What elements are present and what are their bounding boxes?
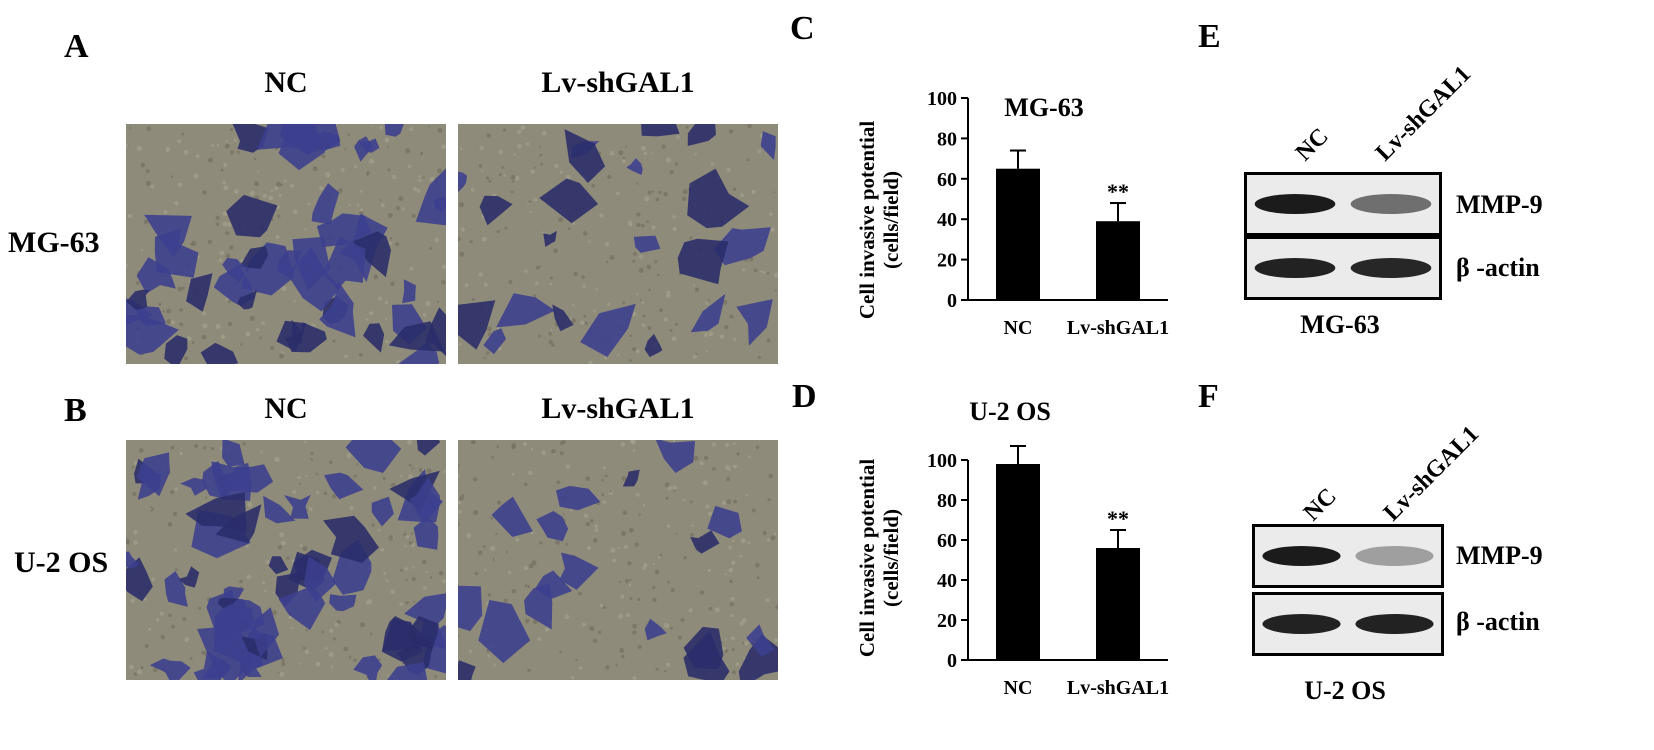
panel-label-d: D	[792, 378, 817, 415]
micrograph-row-label-mg63: MG-63	[8, 226, 100, 259]
y-tick-label: 20	[937, 250, 957, 272]
bar-chart-c: Cell invasive potential (cells/field) MG…	[855, 88, 1169, 339]
panel-label-e: E	[1198, 18, 1221, 55]
y-tick-label: 20	[937, 610, 957, 632]
y-tick-label: 0	[947, 650, 957, 672]
blot-f-actin-band	[1252, 592, 1444, 656]
panel-label-c: C	[790, 10, 815, 47]
micrograph-col-label-shgal1-2: Lv-shGAL1	[541, 392, 695, 425]
panel-label-b: B	[64, 392, 87, 429]
blot-e-mmp9-band	[1244, 172, 1442, 236]
micrograph-mg63-shgal1-image	[458, 124, 778, 364]
micrograph-row-label-u2os: U-2 OS	[14, 546, 109, 579]
y-tick-label: 40	[937, 209, 957, 231]
significance-marker: **	[1107, 506, 1129, 531]
bar	[996, 168, 1040, 300]
micrograph-u2os-nc-image	[126, 440, 446, 680]
blot-f-cell-line-label: U-2 OS	[1304, 676, 1386, 705]
y-tick-label: 40	[937, 570, 957, 592]
y-axis-label-line2: (cells/field)	[879, 509, 903, 607]
panel-label-f: F	[1198, 378, 1219, 415]
blot-e-lane-label-shgal1: Lv-shGAL1	[1370, 61, 1477, 167]
blot-f-lane-label-shgal1: Lv-shGAL1	[1378, 421, 1485, 527]
micrograph-mg63-nc	[126, 124, 446, 364]
micrograph-mg63-nc-image	[126, 124, 446, 364]
y-tick-label: 100	[927, 88, 957, 110]
y-tick-label: 80	[937, 490, 957, 512]
y-axis-label: Cell invasive potential (cells/field)	[855, 121, 903, 319]
y-axis-label-line1: Cell invasive potential	[855, 459, 879, 657]
plot-area: 0 20 40 60 80 100 NC ** Lv-shGAL1	[927, 88, 1169, 339]
blot-f-lane-label-nc: NC	[1298, 483, 1342, 527]
micrograph-mg63-shgal1	[458, 124, 778, 364]
y-tick-label: 80	[937, 128, 957, 150]
bar	[1096, 221, 1140, 300]
blot-f-mmp9-band	[1252, 524, 1444, 588]
x-tick-label: NC	[1004, 677, 1033, 699]
chart-title: U-2 OS	[969, 400, 1051, 426]
micrograph-col-label-nc-2: NC	[264, 392, 308, 425]
blot-e-cell-line-label: MG-63	[1300, 310, 1380, 339]
y-tick-label: 60	[937, 530, 957, 552]
micrograph-col-label-nc-1: NC	[264, 66, 308, 99]
chart-title: MG-63	[1004, 93, 1083, 122]
x-tick-label: Lv-shGAL1	[1067, 677, 1169, 699]
bar	[996, 464, 1040, 660]
bar-chart-d: Cell invasive potential (cells/field) U-…	[855, 400, 1169, 699]
panel-label-a: A	[64, 28, 89, 65]
blot-e-band-label-actin: β -actin	[1456, 253, 1540, 282]
y-axis-label: Cell invasive potential (cells/field)	[855, 459, 903, 657]
x-tick-label: Lv-shGAL1	[1067, 317, 1169, 339]
plot-area: 0 20 40 60 80 100 NC ** Lv-shGAL1	[927, 445, 1169, 699]
blot-f-band-label-actin: β -actin	[1456, 607, 1540, 636]
y-tick-label: 0	[947, 290, 957, 312]
significance-marker: **	[1107, 179, 1129, 204]
y-axis-label-line1: Cell invasive potential	[855, 121, 879, 319]
blot-f-band-label-mmp9: MMP-9	[1456, 541, 1543, 570]
blot-e-band-label-mmp9: MMP-9	[1456, 190, 1543, 219]
y-axis-label-line2: (cells/field)	[879, 171, 903, 269]
blot-e-actin-band	[1244, 236, 1442, 300]
bar	[1096, 548, 1140, 660]
blot-e-lane-label-nc: NC	[1290, 123, 1334, 167]
x-tick-label: NC	[1004, 317, 1033, 339]
micrograph-u2os-nc	[126, 440, 446, 680]
micrograph-u2os-shgal1	[458, 440, 778, 680]
micrograph-col-label-shgal1-1: Lv-shGAL1	[541, 66, 695, 99]
micrograph-u2os-shgal1-image	[458, 440, 778, 680]
y-tick-label: 60	[937, 169, 957, 191]
y-tick-label: 100	[927, 450, 957, 472]
